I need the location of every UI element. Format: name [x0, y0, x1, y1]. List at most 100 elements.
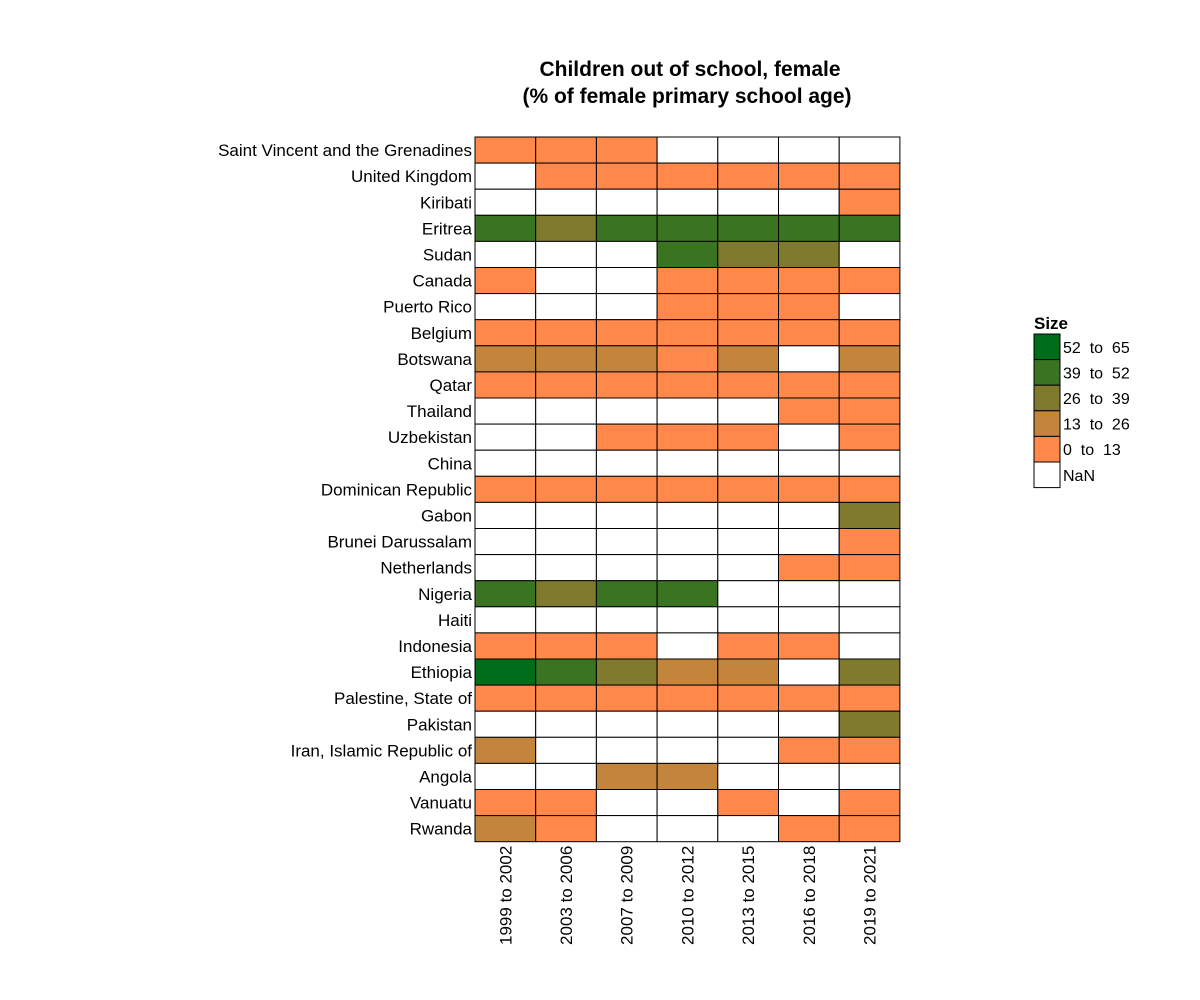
- heatmap-cell: [717, 188, 779, 216]
- heatmap-cell: [838, 240, 901, 268]
- heatmap-cell: [778, 815, 840, 843]
- heatmap-cell: [717, 710, 779, 738]
- heatmap-cell: [535, 136, 597, 164]
- heatmap-cell: [656, 684, 719, 712]
- heatmap-cell: [474, 736, 537, 764]
- heatmap-cell: [838, 606, 901, 634]
- heatmap-cell: [474, 240, 537, 268]
- row-label: Netherlands: [380, 559, 472, 578]
- heatmap-cell: [535, 423, 597, 451]
- heatmap-cell: [474, 710, 537, 738]
- heatmap-cell: [474, 162, 537, 190]
- heatmap-cell: [838, 267, 901, 295]
- heatmap-cell: [535, 345, 597, 373]
- heatmap-cell: [717, 293, 779, 321]
- heatmap-cell: [838, 397, 901, 425]
- heatmap-cell: [778, 345, 840, 373]
- heatmap-cell: [656, 188, 719, 216]
- heatmap-cell: [838, 815, 901, 843]
- heatmap-cell: [474, 528, 537, 556]
- heatmap-cell: [656, 214, 719, 242]
- heatmap-cell: [717, 319, 779, 347]
- heatmap-cell: [778, 501, 840, 529]
- heatmap-cell: [838, 789, 901, 817]
- heatmap-cell: [838, 319, 901, 347]
- row-label: Ethiopia: [411, 663, 473, 682]
- heatmap-cell: [595, 658, 658, 686]
- heatmap-cell: [535, 632, 597, 660]
- heatmap-cell: [838, 554, 901, 582]
- heatmap-cell: [717, 162, 779, 190]
- heatmap-cell: [595, 632, 658, 660]
- heatmap-cell: [778, 528, 840, 556]
- heatmap-cell: [474, 632, 537, 660]
- heatmap-cell: [717, 423, 779, 451]
- row-label: Palestine, State of: [334, 689, 472, 708]
- heatmap-cell: [595, 528, 658, 556]
- heatmap-cell: [656, 762, 719, 791]
- heatmap-cell: [838, 710, 901, 738]
- row-label: Botswana: [397, 350, 472, 369]
- heatmap-cell: [778, 632, 840, 660]
- heatmap-cell: [838, 475, 901, 503]
- heatmap-cell: [778, 554, 840, 582]
- heatmap-cell: [838, 580, 901, 608]
- heatmap-cell: [778, 240, 840, 268]
- heatmap-cell: [717, 554, 779, 582]
- heatmap-cell: [656, 449, 719, 477]
- heatmap-cell: [656, 554, 719, 582]
- heatmap-cell: [474, 606, 537, 634]
- row-label: Angola: [419, 767, 472, 786]
- heatmap-cell: [838, 214, 901, 242]
- heatmap-cell: [778, 710, 840, 738]
- heatmap-cell: [595, 710, 658, 738]
- column-label: 2013 to 2015: [739, 846, 758, 945]
- heatmap-cell: [838, 632, 901, 660]
- heatmap-cell: [838, 449, 901, 477]
- heatmap-cell: [535, 188, 597, 216]
- column-labels: 1999 to 2002 2003 to 2006 2007 to 2009 2010…: [496, 846, 879, 945]
- heatmap-cell: [656, 397, 719, 425]
- heatmap-cell: [656, 606, 719, 634]
- row-label: China: [428, 454, 473, 473]
- heatmap-cell: [595, 684, 658, 712]
- row-label: Sudan: [423, 245, 472, 264]
- heatmap-cell: [595, 214, 658, 242]
- heatmap-cell: [778, 449, 840, 477]
- legend-label: 13 to 26: [1063, 417, 1130, 434]
- heatmap-cell: [474, 580, 537, 608]
- heatmap-cell: [778, 423, 840, 451]
- heatmap-cell: [474, 214, 537, 242]
- heatmap-cell: [474, 762, 537, 791]
- heatmap-cell: [595, 345, 658, 373]
- column-label: 2007 to 2009: [618, 846, 637, 945]
- heatmap-cell: [595, 475, 658, 503]
- legend-label: 0 to 13: [1063, 442, 1121, 459]
- row-label: Eritrea: [422, 219, 473, 238]
- heatmap-cell: [535, 658, 597, 686]
- heatmap-cell: [656, 658, 719, 686]
- heatmap-cell: [595, 162, 658, 190]
- heatmap-cell: [838, 762, 901, 791]
- row-label: Pakistan: [407, 715, 472, 734]
- heatmap-cell: [474, 319, 537, 347]
- row-label: Vanuatu: [410, 794, 472, 813]
- legend-swatch: [1033, 384, 1061, 412]
- heatmap-cell: [595, 319, 658, 347]
- heatmap-cell: [535, 475, 597, 503]
- legend-swatch: [1033, 359, 1061, 386]
- heatmap-cell: [838, 528, 901, 556]
- legend: Size 52 to 65 39 to 52 26 to 39 13 to 26 0 t…: [1033, 314, 1130, 489]
- heatmap-cell: [474, 136, 537, 164]
- heatmap-cell: [595, 423, 658, 451]
- heatmap-cell: [656, 632, 719, 660]
- heatmap-cell: [656, 710, 719, 738]
- heatmap-cell: [717, 815, 779, 843]
- heatmap-cell: [474, 684, 537, 712]
- row-label: Belgium: [411, 324, 472, 343]
- row-label: Indonesia: [398, 637, 472, 656]
- heatmap-cell: [535, 815, 597, 843]
- heatmap-cell: [717, 345, 779, 373]
- heatmap-cell: [474, 397, 537, 425]
- heatmap-cell: [778, 267, 840, 295]
